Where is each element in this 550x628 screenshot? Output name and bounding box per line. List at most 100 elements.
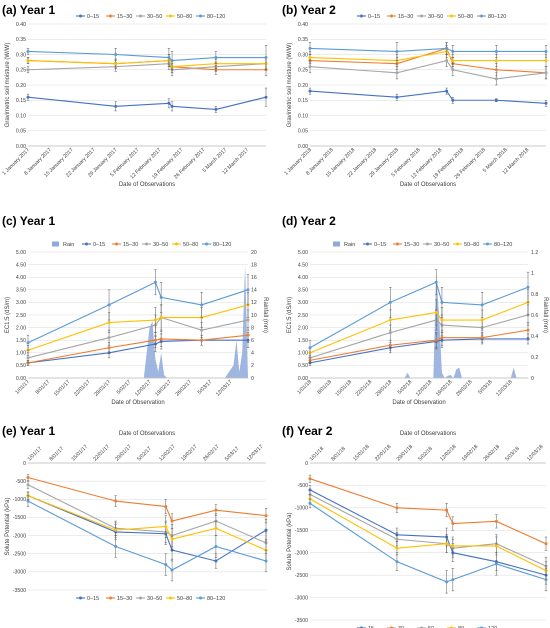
data-point — [440, 318, 444, 322]
legend-label: 50–80 — [458, 14, 473, 20]
x-tick-label: 5/03/18 — [477, 379, 494, 396]
y-tick-label: 3.00 — [16, 300, 26, 306]
y-tick-label: -2000 — [295, 551, 308, 557]
data-point — [164, 563, 168, 567]
x-tick-label: 22/01/17 — [92, 444, 111, 463]
x-tick-label: 22/01/18 — [374, 444, 393, 463]
legend-label: 0–15 — [368, 14, 380, 20]
y-tick-label: -500 — [16, 479, 26, 485]
series-line — [309, 498, 547, 572]
y2-tick-label: 1 — [531, 271, 534, 277]
legend-label: 30–50 — [434, 242, 449, 248]
y2-tick-label: 12 — [251, 300, 257, 306]
legend-swatch-marker — [456, 242, 459, 246]
x-tick-label: 12/03/18 — [495, 379, 514, 398]
data-point — [264, 56, 268, 60]
x-tick-label: 5/03/18 — [504, 446, 521, 463]
legend-label: 50–80 — [177, 14, 192, 20]
data-point — [526, 328, 530, 332]
y-tick-label: 3.50 — [298, 288, 308, 294]
y-tick-label: -2000 — [13, 533, 26, 539]
series-line — [27, 334, 249, 364]
data-point — [114, 104, 118, 108]
y2-tick-label: 0 — [531, 376, 534, 382]
data-point — [264, 528, 268, 532]
chart-panel-e: (e) Year 1 -3500 -3000 -2500 -2000 -1500 -1000… — [2, 424, 268, 602]
legend-label: 0–15 — [93, 242, 105, 248]
y2-tick-label: 4 — [251, 351, 254, 357]
series-30-50 — [26, 57, 268, 77]
legend-label: 80 — [458, 626, 464, 628]
legend-swatch-marker — [175, 242, 178, 246]
y-tick-label: 0 — [23, 461, 26, 467]
legend-label: 80–120 — [213, 242, 231, 248]
legend: Rain 0–15 15–30 30–50 50–80 80–120 — [52, 241, 231, 248]
data-point — [159, 295, 163, 299]
chart-panel-b: (b) Year 2 0.00 0.05 0.10 0.15 0.20 0.25 0.30 0.… — [282, 3, 548, 188]
data-point — [114, 544, 118, 548]
x-tick-label: 5/02/18 — [397, 379, 414, 396]
y-tick-label: 4.00 — [298, 275, 308, 281]
y-axis-label: EC1:5 (dS/m) — [5, 297, 11, 333]
y-tick-label: 0.35 — [298, 37, 308, 43]
data-point — [440, 300, 444, 304]
series-0-15 — [308, 332, 530, 366]
data-point — [167, 101, 171, 105]
x-tick-label: 29/01/17 — [93, 379, 112, 398]
series-80-120 — [308, 269, 530, 356]
legend-label: 15–30 — [117, 14, 132, 20]
y-tick-label: -1000 — [295, 506, 308, 512]
legend-label: Rain — [63, 242, 74, 248]
x-tick-label: 12/02/17 — [134, 379, 153, 398]
series-line — [309, 338, 528, 364]
x-tick-label: 26/02/18 — [483, 444, 502, 463]
x-tick-label: 26/02/17 — [174, 379, 193, 398]
series-line — [27, 500, 267, 571]
series-line — [27, 50, 266, 62]
data-point — [26, 341, 30, 345]
data-point — [200, 338, 204, 342]
y-tick-label: -1000 — [13, 497, 26, 503]
legend-swatch-marker — [360, 14, 363, 18]
y-tick-label: -500 — [298, 483, 308, 489]
series-line — [27, 304, 249, 351]
x-tick-label: 5/02/18 — [417, 446, 434, 463]
x-tick-label: 26/02/18 — [455, 379, 474, 398]
x-tick-label: 19/02/17 — [154, 379, 173, 398]
data-point — [494, 544, 498, 548]
y2-tick-label: 0.4 — [531, 334, 538, 340]
legend-label: 15 — [368, 626, 374, 628]
y-tick-label: 0.40 — [298, 22, 308, 28]
x-tick-label: 29/01/18 — [396, 444, 415, 463]
series-line — [309, 281, 529, 349]
x-tick-label: 5/02/17 — [116, 379, 133, 396]
data-point — [480, 318, 484, 322]
legend-swatch-marker — [115, 242, 118, 246]
chart-panel-f: (f) Year 2 -3500 -3000 -2500 -2000 -1500 -1000… — [282, 424, 548, 628]
data-point — [264, 95, 268, 99]
series-50-80 — [26, 292, 250, 356]
y-tick-label: 0.30 — [298, 52, 308, 58]
legend-swatch-marker — [450, 14, 453, 18]
y-tick-label: 0.25 — [298, 68, 308, 74]
chart-panel-d: (d) Year 2 0.00 0.50 1.00 1.50 2.00 2.50 3.00 3.… — [282, 214, 548, 406]
data-point — [114, 499, 118, 503]
y-axis-label: Solute Potential (kPa) — [287, 512, 293, 570]
legend-label: 30–50 — [147, 596, 162, 602]
legend-swatch-marker — [480, 14, 483, 18]
data-point — [153, 318, 157, 322]
legend: 0–15 15–30 30–50 50–80 80–120 — [357, 14, 506, 20]
legend-swatch-marker — [139, 596, 142, 600]
series-line — [27, 96, 267, 110]
panel-title: (b) Year 2 — [282, 3, 336, 17]
x-tick-label: 19/02/18 — [461, 444, 480, 463]
y2-tick-label: 20 — [251, 250, 257, 256]
chart-panel-c: (c) Year 1 0.00 0.50 1.00 1.50 2.00 2.50 3.00 3.… — [2, 214, 268, 406]
data-point — [388, 300, 392, 304]
x-tick-label: 19/02/18 — [435, 379, 454, 398]
x-tick-label: 26/02/17 — [202, 444, 221, 463]
legend-swatch-marker — [420, 14, 423, 18]
data-point — [114, 528, 118, 532]
series-line — [27, 281, 249, 344]
y-tick-label: -1500 — [13, 515, 26, 521]
